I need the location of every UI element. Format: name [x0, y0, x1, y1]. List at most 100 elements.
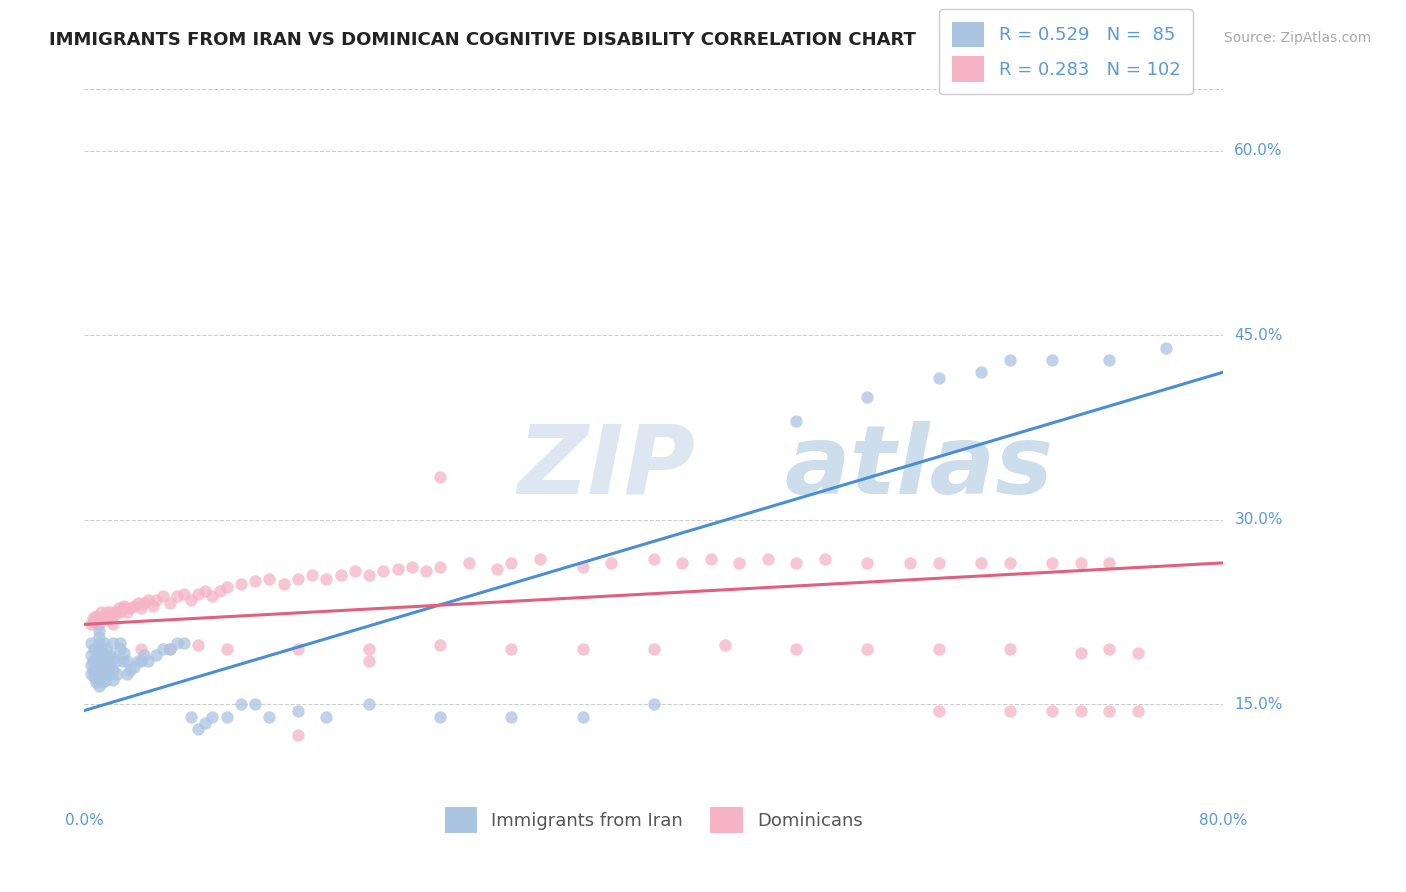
- Point: [138, 654, 160, 668]
- Point: [501, 709, 523, 723]
- Point: [215, 581, 238, 595]
- Point: [131, 601, 153, 615]
- Text: 45.0%: 45.0%: [1234, 327, 1282, 343]
- Point: [115, 654, 138, 668]
- Point: [91, 675, 114, 690]
- Point: [1070, 704, 1092, 718]
- Point: [87, 679, 110, 693]
- Point: [180, 592, 202, 607]
- Point: [87, 636, 110, 650]
- Point: [259, 709, 281, 723]
- Text: IMMIGRANTS FROM IRAN VS DOMINICAN COGNITIVE DISABILITY CORRELATION CHART: IMMIGRANTS FROM IRAN VS DOMINICAN COGNIT…: [49, 31, 917, 49]
- Point: [80, 648, 103, 662]
- Point: [1098, 642, 1121, 657]
- Point: [87, 673, 110, 687]
- Point: [82, 663, 104, 677]
- Text: 15.0%: 15.0%: [1234, 697, 1282, 712]
- Point: [101, 673, 124, 687]
- Point: [94, 608, 117, 623]
- Point: [152, 589, 174, 603]
- Point: [287, 728, 309, 742]
- Point: [1126, 704, 1149, 718]
- Point: [229, 576, 252, 591]
- Point: [108, 636, 131, 650]
- Point: [970, 365, 993, 379]
- Point: [208, 584, 231, 599]
- Point: [86, 673, 108, 687]
- Point: [87, 648, 110, 662]
- Point: [115, 666, 138, 681]
- Point: [700, 552, 723, 566]
- Point: [84, 650, 107, 665]
- Point: [287, 572, 309, 586]
- Point: [429, 559, 451, 574]
- Point: [359, 642, 381, 657]
- Point: [83, 670, 105, 684]
- Point: [187, 638, 209, 652]
- Text: 30.0%: 30.0%: [1234, 512, 1282, 527]
- Point: [373, 565, 395, 579]
- Point: [87, 666, 110, 681]
- Point: [96, 605, 118, 619]
- Point: [96, 666, 118, 681]
- Point: [94, 673, 117, 687]
- Point: [728, 556, 751, 570]
- Text: 60.0%: 60.0%: [1234, 144, 1282, 158]
- Point: [87, 660, 110, 674]
- Point: [315, 709, 337, 723]
- Point: [1070, 556, 1092, 570]
- Point: [118, 601, 141, 615]
- Point: [87, 642, 110, 657]
- Point: [457, 556, 479, 570]
- Point: [273, 576, 295, 591]
- Point: [329, 568, 352, 582]
- Point: [1098, 352, 1121, 367]
- Point: [785, 414, 807, 428]
- Point: [87, 611, 110, 625]
- Point: [643, 698, 665, 712]
- Point: [131, 642, 153, 657]
- Point: [359, 568, 381, 582]
- Point: [104, 654, 127, 668]
- Point: [118, 663, 141, 677]
- Point: [359, 698, 381, 712]
- Point: [108, 605, 131, 619]
- Point: [93, 666, 115, 681]
- Point: [127, 654, 149, 668]
- Point: [108, 642, 131, 657]
- Point: [159, 597, 181, 611]
- Point: [87, 630, 110, 644]
- Point: [100, 605, 122, 619]
- Point: [287, 704, 309, 718]
- Point: [87, 624, 110, 638]
- Point: [215, 709, 238, 723]
- Point: [91, 611, 114, 625]
- Point: [96, 654, 118, 668]
- Point: [101, 608, 124, 623]
- Point: [94, 642, 117, 657]
- Point: [1042, 556, 1064, 570]
- Point: [80, 617, 103, 632]
- Point: [98, 666, 121, 681]
- Point: [998, 642, 1021, 657]
- Point: [80, 666, 103, 681]
- Point: [87, 654, 110, 668]
- Point: [159, 642, 181, 657]
- Point: [287, 642, 309, 657]
- Point: [1098, 704, 1121, 718]
- Point: [84, 608, 107, 623]
- Point: [928, 642, 950, 657]
- Point: [122, 660, 145, 674]
- Point: [82, 611, 104, 625]
- Point: [84, 675, 107, 690]
- Point: [100, 660, 122, 674]
- Point: [245, 574, 267, 589]
- Point: [115, 605, 138, 619]
- Point: [145, 592, 167, 607]
- Point: [80, 636, 103, 650]
- Point: [756, 552, 779, 566]
- Point: [87, 617, 110, 632]
- Point: [173, 636, 195, 650]
- Point: [215, 642, 238, 657]
- Point: [1126, 646, 1149, 660]
